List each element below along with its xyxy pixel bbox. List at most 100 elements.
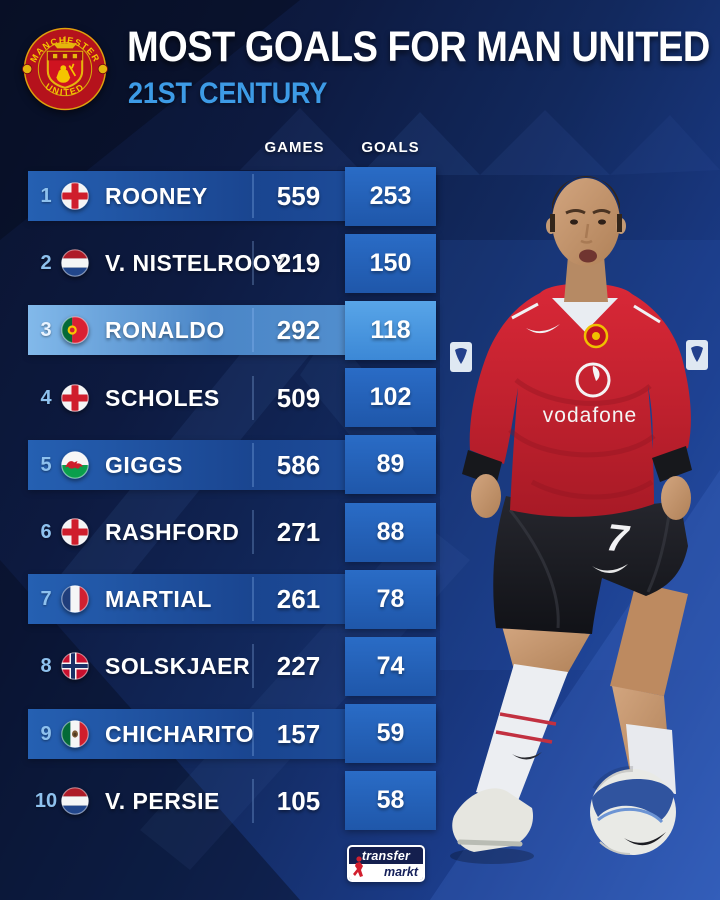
- goals-cell: 89: [345, 435, 436, 495]
- goals-value: 102: [369, 383, 412, 412]
- games-value: 157: [276, 718, 321, 749]
- goals-value: 59: [376, 719, 405, 748]
- goals-cell: 59: [345, 704, 436, 764]
- games-value: 586: [276, 449, 321, 480]
- table-row: 6 RASHFORD 271 88: [28, 502, 436, 562]
- left-leg: [450, 626, 590, 864]
- games-value: 271: [276, 517, 321, 547]
- column-divider: [252, 778, 254, 823]
- player-name: MARTIAL: [105, 586, 212, 613]
- england-flag-icon: [61, 182, 89, 210]
- goals-value: 78: [376, 584, 405, 613]
- column-divider: [252, 375, 254, 420]
- right-cuff: [652, 446, 692, 482]
- head: [546, 176, 626, 302]
- ball-swoosh-icon: [624, 832, 666, 846]
- man-united-crest-icon: MANCHESTER UNITED: [22, 27, 108, 111]
- transfermarkt-bottom-text: markt: [383, 865, 418, 879]
- rank-label: 2: [40, 252, 52, 275]
- games-value: 509: [276, 382, 321, 413]
- collar: [552, 298, 618, 332]
- games-value: 559: [276, 181, 321, 211]
- player-name: RASHFORD: [105, 519, 240, 545]
- games-column-header: GAMES: [264, 139, 325, 156]
- goals-cell: 253: [345, 166, 436, 226]
- player-name: GIGGS: [105, 451, 183, 478]
- goals-cell: 78: [345, 569, 436, 629]
- player-name: V. NISTELROOY: [105, 250, 288, 277]
- england-flag-icon: [61, 383, 89, 412]
- column-divider: [252, 644, 254, 689]
- shorts-swoosh-icon: [592, 564, 628, 574]
- sponsor-text: vodafone: [543, 404, 637, 427]
- rank-label: 7: [40, 588, 52, 611]
- column-divider: [252, 510, 254, 554]
- player-name: SCHOLES: [105, 384, 220, 411]
- column-divider: [252, 174, 254, 218]
- rank-label: 9: [40, 722, 52, 745]
- mexico-flag-icon: [61, 719, 89, 748]
- player-name: RONALDO: [105, 317, 225, 344]
- football-icon: [590, 765, 676, 856]
- right-leg: [610, 582, 688, 794]
- column-divider: [252, 442, 254, 487]
- rank-label: 8: [40, 655, 52, 678]
- goals-value: 118: [370, 315, 411, 344]
- goals-value: 89: [376, 450, 405, 479]
- crest-ship-icon: [52, 43, 78, 49]
- ronaldo-photo: 7 vodafone: [450, 176, 708, 864]
- player-name: CHICHARITO: [105, 720, 254, 747]
- shirt: vodafone: [450, 283, 708, 520]
- column-divider: [252, 308, 254, 353]
- table-row: 4 SCHOLES 509 102: [28, 368, 436, 428]
- goals-value: 88: [376, 517, 405, 546]
- player-name: SOLSKJAER: [105, 653, 251, 680]
- transfermarkt-logo: transfer markt: [347, 845, 425, 882]
- transfermarkt-top-text: transfer: [361, 848, 411, 863]
- player-name: V. PERSIE: [105, 787, 220, 814]
- netherlands-flag-icon: [61, 249, 89, 277]
- goals-cell: 150: [345, 233, 436, 293]
- goals-cell: 74: [345, 636, 436, 696]
- player-name: ROONEY: [105, 183, 208, 209]
- portugal-flag-icon: [61, 316, 89, 345]
- games-value: 219: [276, 248, 321, 279]
- nike-swoosh-icon: [526, 324, 560, 334]
- rank-label: 1: [40, 185, 52, 207]
- rank-label: 5: [40, 453, 52, 476]
- goals-value: 253: [369, 181, 412, 210]
- games-value: 105: [276, 785, 321, 816]
- right-hand: [661, 476, 691, 520]
- games-value: 261: [276, 584, 321, 615]
- table-row: 3 RONALDO 292 118: [28, 300, 436, 360]
- goals-cell: 118: [345, 300, 436, 360]
- column-divider: [252, 577, 254, 622]
- rank-label: 10: [34, 789, 58, 812]
- column-divider: [252, 241, 254, 286]
- crest-devil-icon: [56, 63, 77, 83]
- table-row: 8 SOLSKJAER 227 74: [28, 636, 436, 696]
- goals-cell: 102: [345, 368, 436, 428]
- transfermarkt-player-icon: [353, 856, 363, 877]
- rank-label: 4: [40, 386, 52, 409]
- games-value: 227: [276, 651, 321, 682]
- netherlands-flag-icon: [61, 786, 89, 815]
- table-row: 10 V. PERSIE 105 58: [28, 771, 436, 831]
- shorts: 7: [493, 496, 688, 634]
- goals-cell: 58: [345, 771, 436, 831]
- goals-value: 150: [369, 248, 412, 277]
- wales-flag-icon: [61, 450, 89, 479]
- column-divider: [252, 711, 254, 756]
- sock-swoosh-icon: [512, 752, 542, 760]
- goals-value: 58: [376, 786, 405, 815]
- boot: [452, 788, 534, 852]
- france-flag-icon: [61, 585, 89, 613]
- rank-label: 3: [40, 319, 52, 342]
- goals-column-header: GOALS: [361, 139, 420, 156]
- poster-title: MOST GOALS FOR MAN UNITED: [127, 24, 710, 72]
- goals-value: 74: [376, 651, 405, 680]
- vodafone-logo: vodafone: [543, 362, 637, 427]
- table-row: 1 ROONEY 559 253: [28, 166, 436, 226]
- goals-cell: 88: [345, 502, 436, 562]
